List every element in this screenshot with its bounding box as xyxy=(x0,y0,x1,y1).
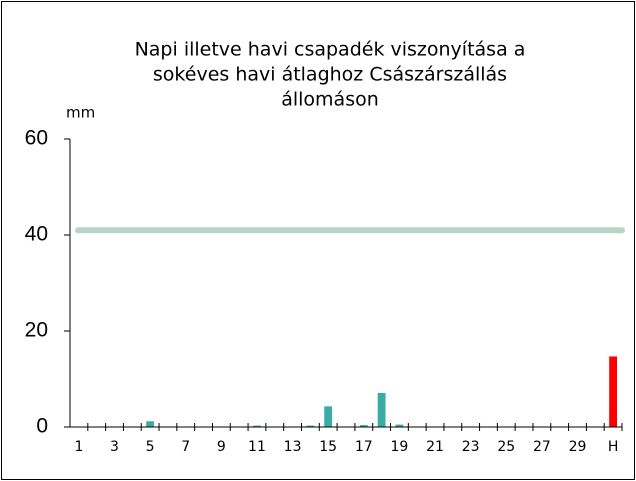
x-tick-label: 1 xyxy=(74,439,83,455)
chart-title: Napi illetve havi csapadék viszonyítása … xyxy=(135,39,526,61)
y-tick-label: 40 xyxy=(25,223,48,246)
x-tick-label: 17 xyxy=(355,439,373,455)
x-tick-label: 21 xyxy=(426,439,444,455)
x-tick-label: H xyxy=(608,439,619,455)
chart-title: sokéves havi átlaghoz Császárszállás xyxy=(153,64,507,86)
y-axis-label: mm xyxy=(66,104,95,122)
bar xyxy=(359,425,368,427)
x-tick-label: 19 xyxy=(391,439,409,455)
x-tick-label: 25 xyxy=(497,439,515,455)
x-tick-label: 3 xyxy=(110,439,119,455)
x-tick-label: 5 xyxy=(146,439,155,455)
x-tick-label: 29 xyxy=(569,439,587,455)
bar xyxy=(377,392,386,427)
y-tick-label: 0 xyxy=(36,415,48,438)
x-tick-label: 7 xyxy=(181,439,190,455)
x-tick-label: 13 xyxy=(284,439,302,455)
bar xyxy=(306,425,315,427)
chart-title: állomáson xyxy=(281,89,379,111)
bar xyxy=(609,356,618,427)
x-tick-label: 27 xyxy=(533,439,551,455)
x-tick-label: 15 xyxy=(319,439,337,455)
bar xyxy=(146,421,155,427)
y-tick-label: 20 xyxy=(25,319,48,342)
y-tick-label: 60 xyxy=(25,127,48,150)
bar xyxy=(324,406,333,427)
bar xyxy=(395,424,404,427)
x-tick-label: 9 xyxy=(217,439,226,455)
bar xyxy=(253,425,261,427)
x-tick-label: 23 xyxy=(462,439,480,455)
x-tick-label: 11 xyxy=(248,439,266,455)
